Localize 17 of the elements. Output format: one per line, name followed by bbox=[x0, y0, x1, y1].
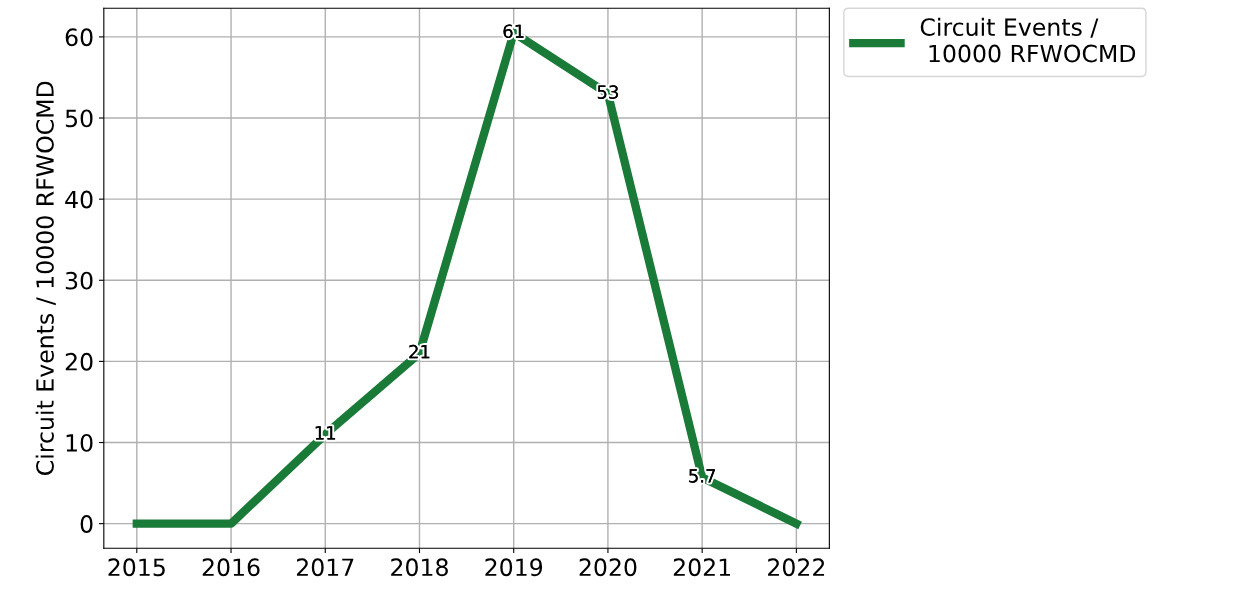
x-tick-label: 2021 bbox=[673, 558, 731, 577]
x-tick-label: 2017 bbox=[296, 558, 354, 577]
y-tick-label: 40 bbox=[65, 190, 93, 209]
y-axis-title: Circuit Events / 10000 RFWOCMD bbox=[35, 81, 56, 475]
y-tick-label: 0 bbox=[80, 515, 93, 533]
x-tick-label: 2015 bbox=[108, 558, 165, 577]
y-tick-label: 10 bbox=[66, 433, 93, 452]
x-tick-label: 2022 bbox=[768, 558, 825, 577]
x-tick-label: 2016 bbox=[202, 558, 260, 577]
y-tick-label: 30 bbox=[65, 271, 93, 290]
y-tick-label: 20 bbox=[65, 352, 93, 371]
y-tick-label: 60 bbox=[65, 28, 93, 47]
legend-label: Circuit Events / 10000 RFWOCMD bbox=[920, 17, 1136, 63]
x-tick-label: 2018 bbox=[391, 558, 448, 577]
y-tick-label: 50 bbox=[65, 109, 93, 128]
x-tick-label: 2019 bbox=[485, 558, 543, 577]
x-tick-label: 2020 bbox=[579, 558, 637, 577]
